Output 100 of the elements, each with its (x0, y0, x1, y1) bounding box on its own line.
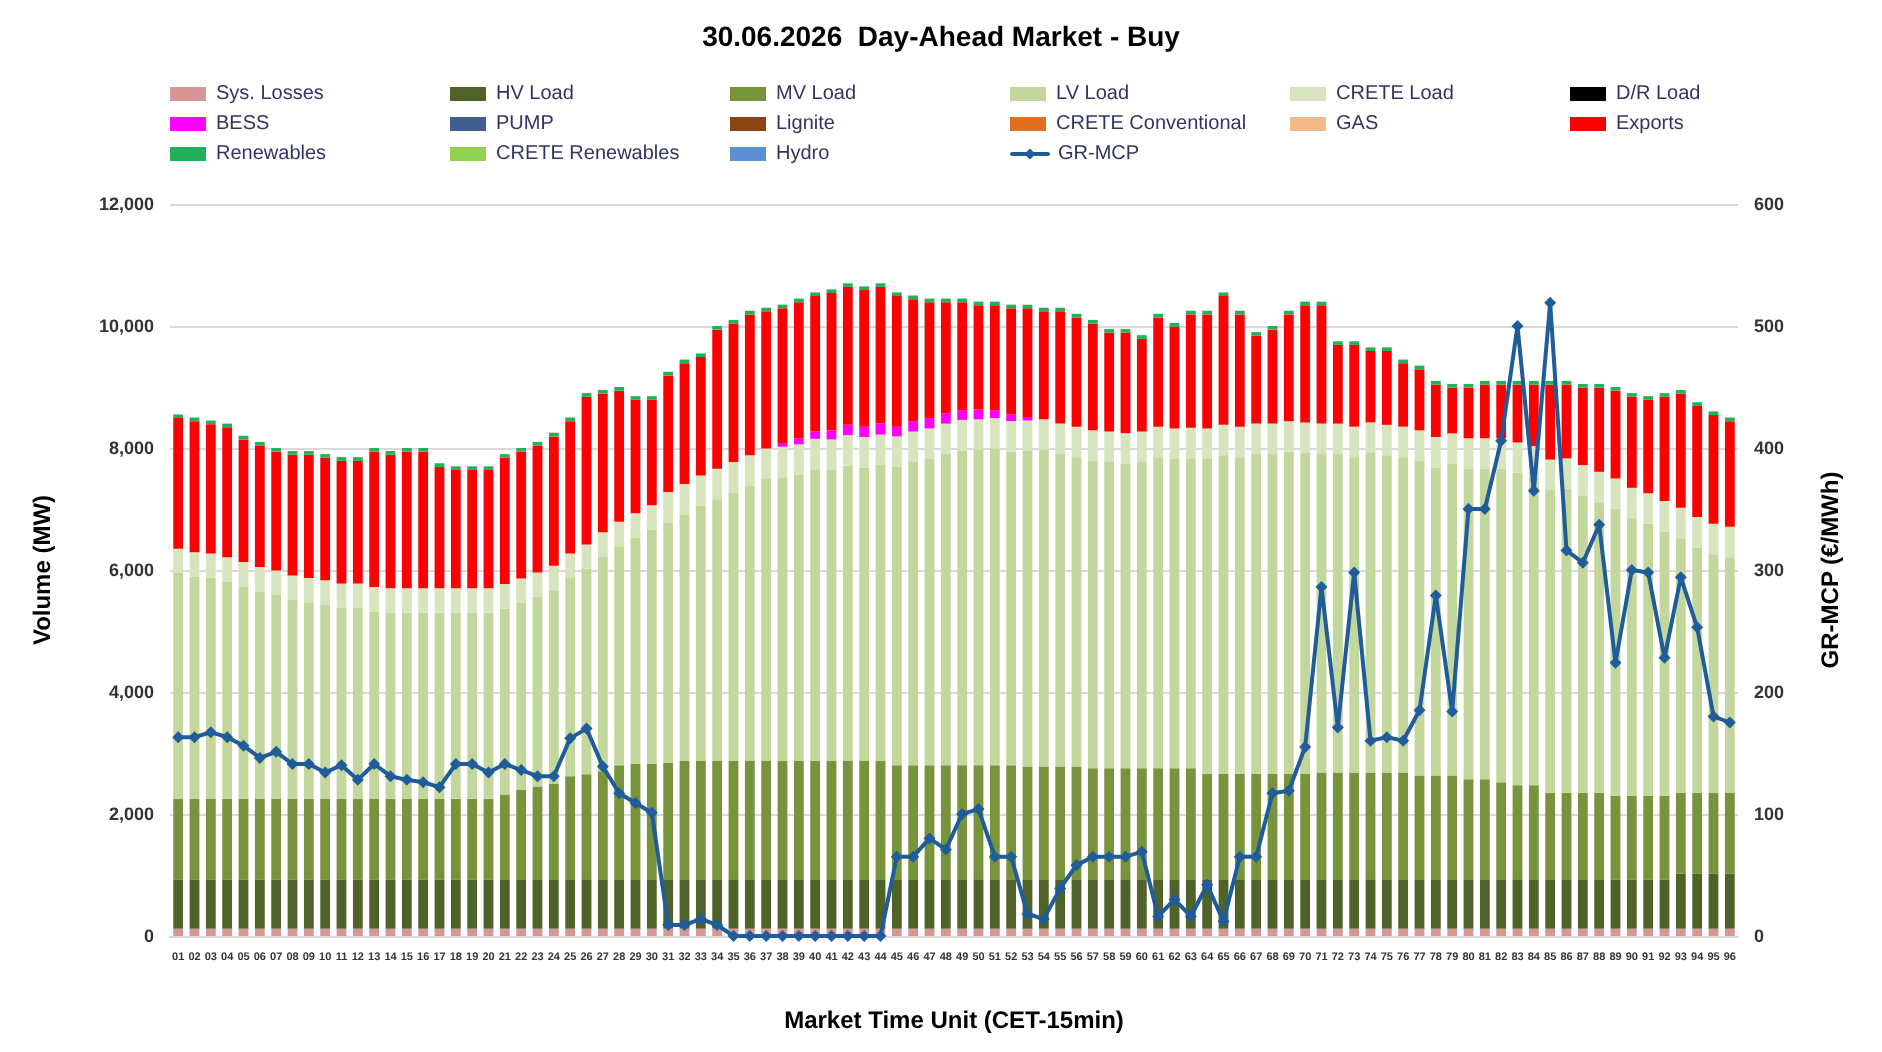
bar (205, 928, 216, 936)
bar (859, 760, 870, 880)
bar (989, 879, 1000, 929)
y2-tick-label: 600 (1754, 194, 1785, 214)
bar (989, 448, 1000, 766)
bar (336, 583, 347, 608)
bar (597, 928, 608, 936)
bar (940, 765, 951, 880)
bar (1545, 490, 1556, 793)
bar (1626, 518, 1637, 796)
bar (1185, 458, 1196, 769)
bar (1414, 430, 1425, 461)
bar (222, 928, 233, 936)
bar (483, 469, 494, 589)
bar (1349, 879, 1360, 929)
bar (973, 305, 984, 410)
bar (1153, 768, 1164, 880)
bar (679, 363, 690, 484)
bar (1528, 476, 1539, 786)
bar (630, 399, 641, 514)
bar (1561, 879, 1572, 929)
bar (434, 466, 445, 589)
bar (450, 928, 461, 936)
bar (957, 450, 968, 766)
bar (1708, 792, 1719, 874)
bar (1120, 433, 1131, 464)
bar (695, 760, 706, 880)
bar (548, 928, 559, 936)
bar (1202, 458, 1213, 774)
bar (532, 879, 543, 929)
bar (467, 928, 478, 936)
bar (1038, 766, 1049, 880)
bar (1447, 433, 1458, 464)
bar (940, 928, 951, 936)
bar (712, 468, 723, 500)
bar (957, 765, 968, 880)
bar (401, 798, 412, 880)
bar (1512, 384, 1523, 443)
bar (499, 928, 510, 936)
bar (1626, 879, 1637, 929)
bar (614, 928, 625, 936)
y-tick-label: 0 (143, 926, 154, 946)
bar (565, 928, 576, 936)
bar (1512, 785, 1523, 880)
bar (777, 760, 788, 880)
bar (826, 760, 837, 880)
bar (891, 426, 902, 437)
bar (1414, 369, 1425, 431)
bar (352, 607, 363, 799)
bar (695, 505, 706, 761)
bar (989, 305, 1000, 411)
bar (565, 776, 576, 880)
bar (1610, 390, 1621, 479)
bar (761, 479, 772, 761)
bar (222, 557, 233, 582)
bar (336, 879, 347, 929)
bar (957, 410, 968, 420)
bar (1153, 426, 1164, 458)
bar (499, 457, 510, 585)
bar (352, 583, 363, 608)
bar (418, 879, 429, 929)
bar (1675, 792, 1686, 874)
x-axis-title: Market Time Unit (CET-15min) (784, 1006, 1124, 1034)
y2-tick-label: 500 (1754, 316, 1785, 336)
bar (1626, 795, 1637, 880)
bar (1692, 792, 1703, 874)
bar (1234, 457, 1245, 774)
bar (1577, 495, 1588, 793)
bar (1087, 323, 1098, 431)
bar (712, 499, 723, 761)
y-tick-label: 2,000 (108, 804, 154, 824)
bar (467, 612, 478, 799)
bar (320, 798, 331, 880)
bar (1071, 457, 1082, 767)
bar (1104, 462, 1115, 769)
bar (1365, 422, 1376, 453)
bar (1251, 879, 1262, 929)
bar (875, 760, 886, 880)
bar (1381, 351, 1392, 425)
bar (287, 575, 298, 600)
bar (254, 566, 265, 592)
bar (548, 879, 559, 929)
bar (1381, 928, 1392, 936)
bar (891, 879, 902, 929)
bar (369, 611, 380, 799)
bar (1300, 452, 1311, 774)
bar (1381, 879, 1392, 929)
bar (777, 308, 788, 444)
bar (1381, 772, 1392, 880)
legend-label: CRETE Renewables (496, 143, 680, 165)
bar (1643, 928, 1654, 936)
legend-label: PUMP (496, 113, 555, 135)
bar (989, 418, 1000, 449)
y2-tick-label: 400 (1754, 438, 1785, 458)
bar (1104, 768, 1115, 880)
bar (1202, 428, 1213, 459)
bar (1594, 502, 1605, 793)
bar (810, 296, 821, 432)
bar (1479, 384, 1490, 439)
bar (303, 798, 314, 880)
